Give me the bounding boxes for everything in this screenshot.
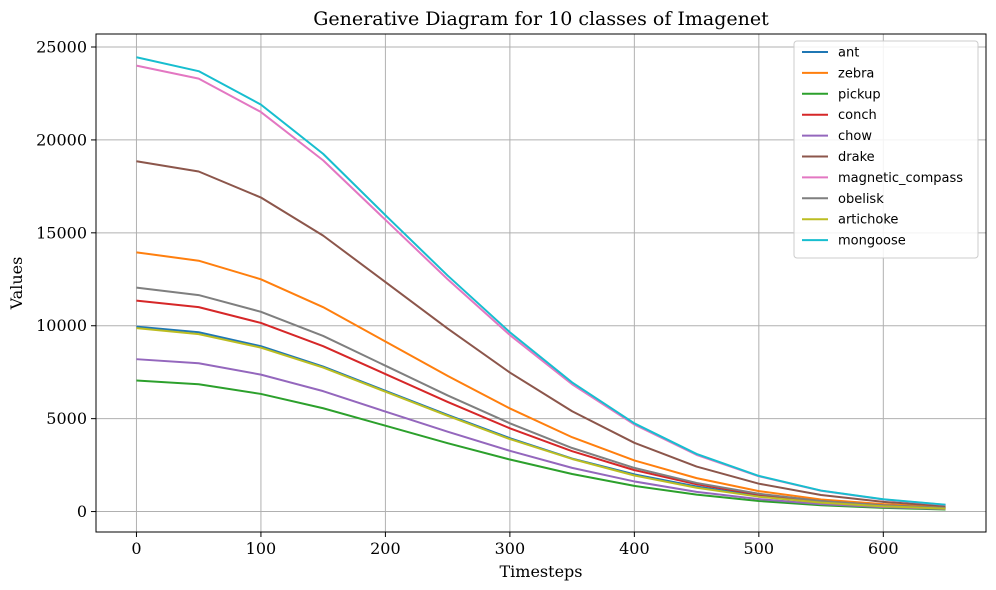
legend: ant zebra pickup conch chow drake magnetic_com… [793,40,979,259]
series-line-chow [136,358,946,510]
x-tick-label: 200 [370,539,401,558]
y-tick-label: 10000 [36,316,87,335]
series-line-zebra [136,251,946,508]
legend-label: artichoke [838,213,898,228]
chart-title: Generative Diagram for 10 classes of Ima… [313,8,769,30]
series-line-artichoke [136,327,946,510]
x-axis-title: Timesteps [500,562,583,581]
y-tick-label: 20000 [36,130,87,149]
x-tick-label: 400 [619,539,650,558]
legend-label: mongoose [838,234,906,249]
x-tick-label: 600 [868,539,899,558]
series-line-mongoose [136,56,946,506]
legend-label: zebra [838,66,874,81]
legend-label: chow [838,129,872,144]
series-line-drake [136,160,946,507]
series-lines [136,56,946,511]
series-line-pickup [136,379,946,511]
axis-ticks: 0 100 200 300 400 500 600 0 5000 10000 15000 20000 2… [36,38,898,558]
y-tick-label: 0 [77,502,87,521]
x-tick-label: 500 [744,539,775,558]
plot-frame [95,33,987,533]
y-tick-label: 5000 [46,409,87,428]
y-axis-title: Values [7,257,26,311]
legend-label: magnetic_compass [838,171,963,186]
legend-label: obelisk [838,192,884,207]
legend-box [793,40,979,259]
y-tick-label: 15000 [36,223,87,242]
legend-label: conch [838,108,877,123]
x-tick-label: 0 [131,539,141,558]
legend-label: drake [838,150,875,165]
series-line-obelisk [136,286,946,509]
x-tick-label: 300 [495,539,526,558]
y-tick-label: 25000 [36,38,87,57]
legend-label: ant [838,46,859,61]
legend-label: pickup [838,87,881,102]
x-tick-label: 100 [246,539,277,558]
